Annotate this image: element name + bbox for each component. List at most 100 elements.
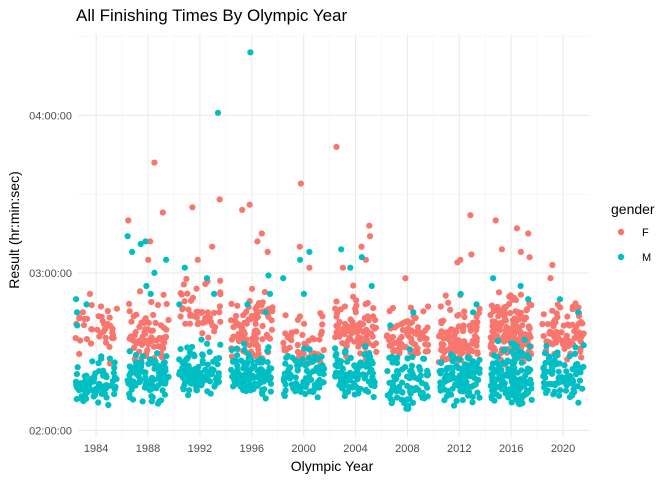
point-f (347, 316, 354, 323)
point-f (517, 248, 525, 255)
point-f (195, 319, 202, 326)
point-m (575, 399, 582, 406)
point-f (258, 230, 265, 237)
point-m (332, 352, 339, 359)
point-f (113, 305, 120, 312)
point-m (543, 342, 550, 349)
point-m (394, 354, 401, 361)
point-m (449, 365, 456, 372)
point-m (183, 362, 190, 369)
point-m (289, 354, 296, 361)
point-f (252, 320, 259, 327)
point-m (111, 359, 118, 366)
point-f (160, 324, 167, 331)
point-m (234, 362, 241, 369)
point-m (418, 390, 425, 397)
point-m (441, 375, 448, 382)
point-f (544, 338, 551, 345)
point-m (111, 374, 118, 381)
point-f (355, 339, 362, 346)
point-m (522, 372, 529, 379)
point-f (467, 212, 474, 219)
point-f (578, 354, 585, 361)
point-f (80, 322, 87, 329)
point-m (299, 356, 306, 363)
point-m (367, 368, 374, 375)
data-points (72, 49, 587, 412)
point-m (409, 399, 417, 406)
point-f (364, 299, 371, 307)
point-m (155, 375, 163, 382)
point-m (387, 395, 394, 402)
point-m (569, 366, 576, 373)
point-m (508, 399, 515, 406)
point-m (567, 373, 574, 380)
point-f (104, 307, 111, 315)
point-m (161, 359, 168, 366)
point-f (163, 300, 170, 308)
x-tick-label: 2012 (447, 443, 471, 455)
point-f (525, 323, 533, 330)
point-m (143, 282, 150, 290)
point-m (142, 238, 149, 245)
point-m (505, 393, 512, 400)
point-m (508, 378, 515, 385)
point-f (389, 304, 396, 312)
point-m (215, 373, 222, 380)
x-tick-labels: 1984 1988 1992 1996 2000 2004 2008 2012 2016 2020 (84, 443, 575, 455)
point-f (147, 238, 154, 245)
point-f (360, 328, 367, 335)
point-f (500, 310, 507, 317)
point-f (341, 330, 348, 338)
point-f (299, 331, 306, 338)
point-f (473, 342, 480, 349)
point-f (357, 334, 364, 341)
point-f (396, 347, 403, 354)
point-m (518, 367, 525, 374)
point-m (501, 346, 508, 353)
point-f (571, 335, 578, 342)
point-m (138, 363, 145, 370)
point-m (126, 372, 133, 379)
point-f (550, 323, 557, 330)
point-m (461, 383, 468, 390)
point-f (544, 321, 552, 328)
point-m (344, 358, 351, 365)
y-axis-title: Result (hr:min:sec) (6, 171, 22, 288)
point-m (177, 346, 184, 353)
point-m (126, 363, 133, 370)
point-f (455, 311, 462, 318)
point-f (253, 310, 261, 317)
point-m (316, 376, 323, 384)
point-f (489, 323, 496, 330)
chart-title: All Finishing Times By Olympic Year (76, 6, 347, 25)
point-m (566, 394, 574, 401)
point-m (487, 382, 494, 389)
point-f (203, 314, 210, 321)
point-m (214, 361, 221, 368)
point-m (347, 369, 354, 376)
point-f (549, 307, 556, 314)
point-m (262, 395, 269, 402)
point-f (216, 309, 223, 316)
point-m (356, 360, 363, 367)
y-tick-labels: 02:00:00 03:00:00 04:00:00 (29, 110, 72, 437)
point-f (210, 309, 218, 316)
point-m (232, 357, 239, 364)
point-m (217, 341, 224, 348)
point-f (468, 251, 475, 258)
point-m (180, 386, 187, 393)
point-m (457, 387, 464, 395)
point-f (391, 339, 398, 347)
point-f (332, 305, 339, 312)
point-f (259, 322, 266, 330)
point-m (246, 368, 253, 375)
point-f (404, 318, 411, 325)
point-f (86, 290, 94, 297)
point-m (457, 290, 464, 297)
point-f (424, 324, 431, 331)
point-m (547, 381, 554, 388)
point-m (345, 374, 352, 381)
point-m (524, 389, 532, 396)
point-f (498, 246, 505, 253)
